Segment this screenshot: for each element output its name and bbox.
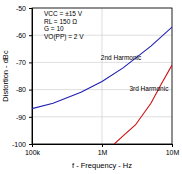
annotation: G = 10 (44, 25, 64, 32)
y-axis-title: Distortion - dBc (1, 50, 10, 102)
x-axis-title: f - Frequency - Hz (72, 161, 132, 170)
plot-frame (32, 8, 172, 144)
y-tick: -50 (16, 5, 32, 12)
x-tick-mark (172, 144, 173, 147)
y-tick-mark (29, 90, 32, 91)
x-tick-label: 1M (98, 149, 108, 156)
series-line (32, 27, 172, 109)
y-tick-mark (29, 8, 32, 9)
y-axis-line (29, 9, 33, 145)
grid-line (102, 8, 103, 144)
plot-area (32, 27, 172, 144)
y-tick-mark (29, 62, 32, 63)
y-tick-mark (29, 117, 32, 118)
x-tick-label: 10M (166, 149, 180, 156)
x-tick: 100k (25, 144, 41, 156)
y-axis: -100 -90 -80 -70 -60 -50 (12, 5, 33, 148)
grid-line (32, 116, 172, 117)
y-tick-label: -100 (12, 141, 26, 148)
y-tick-label: -80 (16, 86, 26, 93)
grid-line (32, 62, 172, 63)
series-line (114, 65, 172, 144)
y-tick-label: -70 (16, 59, 26, 66)
y-tick-mark (29, 144, 32, 145)
y-tick-label: -60 (16, 32, 26, 39)
chart: 100k 1M 10M -100 -90 -80 -70 -60 -50 f - Frequenc… (0, 0, 182, 174)
y-tick: -80 (16, 86, 32, 93)
series-label: 3rd Harmonic (129, 85, 169, 92)
y-tick: -90 (16, 114, 32, 121)
annotation: VO(PP) = 2 V (44, 33, 84, 41)
x-axis: 100k 1M 10M (25, 144, 180, 156)
y-tick: -100 (12, 141, 32, 148)
x-tick: 10M (166, 144, 180, 156)
y-tick-label: -50 (16, 5, 26, 12)
x-axis-line (33, 145, 173, 148)
annotation: RL = 150 Ω (44, 18, 77, 25)
x-tick-label: 100k (25, 149, 41, 156)
y-tick: -60 (16, 32, 32, 39)
y-tick: -70 (16, 59, 32, 66)
x-tick-mark (102, 144, 103, 147)
y-tick-label: -90 (16, 114, 26, 121)
x-tick: 1M (98, 144, 108, 156)
annotation: VCC = ±15 V (44, 10, 83, 17)
series-label: 2nd Harmonic (101, 54, 142, 61)
y-tick-mark (29, 35, 32, 36)
grid (32, 8, 172, 144)
